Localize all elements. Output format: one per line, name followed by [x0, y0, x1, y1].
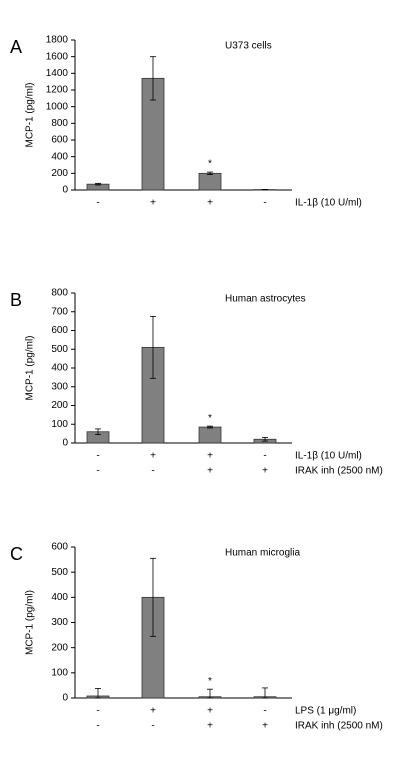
- y-tick-label: 400: [51, 363, 68, 374]
- chart-title: Human microglia: [225, 548, 300, 559]
- condition-sign: +: [262, 466, 268, 477]
- y-tick-label: 1200: [46, 85, 69, 96]
- y-tick-label: 0: [62, 185, 68, 196]
- chart-title: U373 cells: [225, 41, 272, 52]
- y-tick-label: 300: [51, 617, 68, 628]
- y-tick-label: 200: [51, 642, 68, 653]
- y-tick-label: 700: [51, 306, 68, 317]
- condition-sign: -: [96, 198, 99, 209]
- significance-star: *: [208, 676, 212, 687]
- condition-sign: +: [207, 706, 213, 717]
- y-tick-label: 200: [51, 168, 68, 179]
- condition-sign: +: [150, 451, 156, 462]
- y-tick-label: 500: [51, 567, 68, 578]
- y-axis-label: MCP-1 (pg/ml): [25, 590, 36, 655]
- condition-sign: +: [207, 451, 213, 462]
- condition-label: LPS (1 μg/ml): [295, 706, 356, 717]
- condition-sign: -: [96, 706, 99, 717]
- y-tick-label: 400: [51, 151, 68, 162]
- panel-letter: A: [10, 37, 22, 57]
- condition-label: IRAK inh (2500 nM): [295, 721, 383, 732]
- y-tick-label: 1000: [46, 101, 69, 112]
- condition-sign: +: [207, 466, 213, 477]
- y-tick-label: 800: [51, 288, 68, 299]
- condition-sign: +: [150, 198, 156, 209]
- y-tick-label: 400: [51, 592, 68, 603]
- bar: [198, 172, 222, 191]
- bar: [198, 426, 222, 444]
- y-tick-label: 800: [51, 118, 68, 129]
- y-tick-label: 600: [51, 542, 68, 553]
- condition-sign: +: [207, 721, 213, 732]
- y-tick-label: 1800: [46, 35, 69, 46]
- condition-label: IL-1β (10 U/ml): [295, 198, 362, 209]
- y-tick-label: 100: [51, 419, 68, 430]
- y-axis-label: MCP-1 (pg/ml): [25, 335, 36, 400]
- condition-label: IL-1β (10 U/ml): [295, 451, 362, 462]
- y-tick-label: 0: [62, 438, 68, 449]
- y-tick-label: 300: [51, 381, 68, 392]
- panel-letter: B: [10, 290, 22, 310]
- condition-sign: -: [96, 466, 99, 477]
- condition-sign: -: [96, 721, 99, 732]
- y-axis-label: MCP-1 (pg/ml): [25, 82, 36, 147]
- y-tick-label: 100: [51, 667, 68, 678]
- y-tick-label: 600: [51, 135, 68, 146]
- condition-sign: -: [151, 721, 154, 732]
- chart-title: Human astrocytes: [225, 294, 306, 305]
- y-tick-label: 0: [62, 693, 68, 704]
- panel-letter: C: [10, 544, 23, 564]
- condition-sign: -: [151, 466, 154, 477]
- condition-sign: +: [207, 198, 213, 209]
- condition-sign: +: [150, 706, 156, 717]
- y-tick-label: 1600: [46, 51, 69, 62]
- condition-sign: -: [263, 451, 266, 462]
- condition-sign: -: [263, 198, 266, 209]
- y-tick-label: 500: [51, 344, 68, 355]
- y-tick-label: 200: [51, 400, 68, 411]
- condition-label: IRAK inh (2500 nM): [295, 466, 383, 477]
- condition-sign: -: [96, 451, 99, 462]
- y-tick-label: 600: [51, 325, 68, 336]
- condition-sign: -: [263, 706, 266, 717]
- y-tick-label: 1400: [46, 68, 69, 79]
- significance-star: *: [208, 159, 212, 170]
- condition-sign: +: [262, 721, 268, 732]
- significance-star: *: [208, 413, 212, 424]
